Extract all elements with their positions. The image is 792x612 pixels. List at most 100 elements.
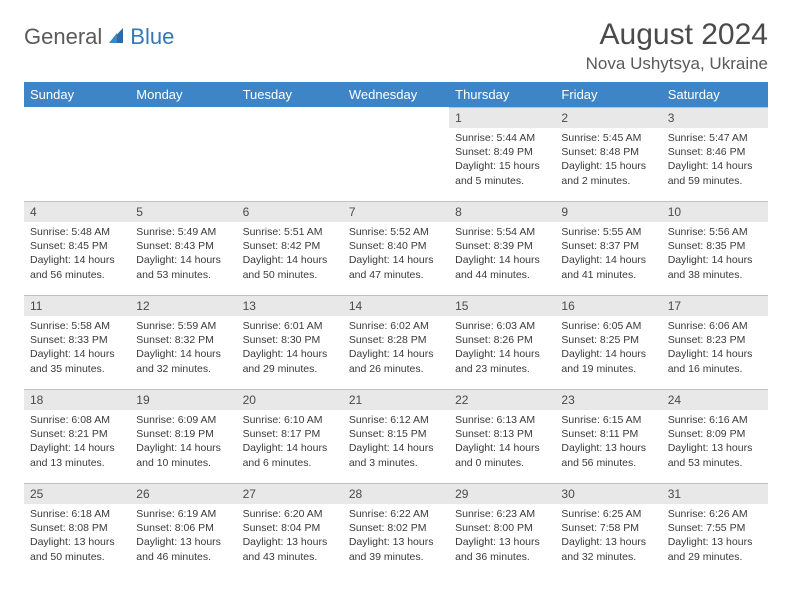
- sunset-line: Sunset: 8:06 PM: [136, 521, 230, 535]
- sunset-line: Sunset: 8:30 PM: [243, 333, 337, 347]
- sunrise-line: Sunrise: 5:47 AM: [668, 131, 762, 145]
- sunrise-line: Sunrise: 6:05 AM: [561, 319, 655, 333]
- day-number: 10: [662, 201, 768, 222]
- weekday-header: Sunday: [24, 82, 130, 107]
- daylight-line: Daylight: 15 hours and 5 minutes.: [455, 159, 549, 187]
- daylight-line: Daylight: 14 hours and 35 minutes.: [30, 347, 124, 375]
- day-details: Sunrise: 6:19 AMSunset: 8:06 PMDaylight:…: [130, 504, 236, 568]
- calendar-head: SundayMondayTuesdayWednesdayThursdayFrid…: [24, 82, 768, 107]
- daylight-line: Daylight: 14 hours and 41 minutes.: [561, 253, 655, 281]
- day-details: Sunrise: 6:23 AMSunset: 8:00 PMDaylight:…: [449, 504, 555, 568]
- sunrise-line: Sunrise: 6:06 AM: [668, 319, 762, 333]
- day-number: 22: [449, 389, 555, 410]
- day-details: Sunrise: 6:01 AMSunset: 8:30 PMDaylight:…: [237, 316, 343, 380]
- day-number: 15: [449, 295, 555, 316]
- logo-sail-icon: [106, 25, 128, 50]
- calendar-cell: 31Sunrise: 6:26 AMSunset: 7:55 PMDayligh…: [662, 483, 768, 577]
- sunset-line: Sunset: 7:58 PM: [561, 521, 655, 535]
- sunrise-line: Sunrise: 6:19 AM: [136, 507, 230, 521]
- calendar-cell: [24, 107, 130, 201]
- sunrise-line: Sunrise: 5:48 AM: [30, 225, 124, 239]
- daylight-line: Daylight: 14 hours and 10 minutes.: [136, 441, 230, 469]
- month-title: August 2024: [586, 18, 768, 52]
- weekday-header: Friday: [555, 82, 661, 107]
- daylight-line: Daylight: 13 hours and 56 minutes.: [561, 441, 655, 469]
- calendar-cell: 16Sunrise: 6:05 AMSunset: 8:25 PMDayligh…: [555, 295, 661, 389]
- calendar-cell: 22Sunrise: 6:13 AMSunset: 8:13 PMDayligh…: [449, 389, 555, 483]
- sunset-line: Sunset: 8:40 PM: [349, 239, 443, 253]
- day-details: Sunrise: 5:49 AMSunset: 8:43 PMDaylight:…: [130, 222, 236, 286]
- sunrise-line: Sunrise: 5:54 AM: [455, 225, 549, 239]
- daylight-line: Daylight: 14 hours and 13 minutes.: [30, 441, 124, 469]
- sunset-line: Sunset: 8:45 PM: [30, 239, 124, 253]
- calendar-cell: 9 Sunrise: 5:55 AMSunset: 8:37 PMDaylight…: [555, 201, 661, 295]
- sunrise-line: Sunrise: 5:55 AM: [561, 225, 655, 239]
- daylight-line: Daylight: 13 hours and 46 minutes.: [136, 535, 230, 563]
- sunset-line: Sunset: 8:37 PM: [561, 239, 655, 253]
- sunrise-line: Sunrise: 6:25 AM: [561, 507, 655, 521]
- day-number: 5: [130, 201, 236, 222]
- daylight-line: Daylight: 13 hours and 53 minutes.: [668, 441, 762, 469]
- daylight-line: Daylight: 14 hours and 6 minutes.: [243, 441, 337, 469]
- header: General Blue August 2024 Nova Ushytsya, …: [24, 18, 768, 74]
- day-details: Sunrise: 5:51 AMSunset: 8:42 PMDaylight:…: [237, 222, 343, 286]
- daylight-line: Daylight: 14 hours and 19 minutes.: [561, 347, 655, 375]
- calendar-cell: [130, 107, 236, 201]
- day-number: 29: [449, 483, 555, 504]
- daylight-line: Daylight: 14 hours and 56 minutes.: [30, 253, 124, 281]
- day-details: Sunrise: 6:03 AMSunset: 8:26 PMDaylight:…: [449, 316, 555, 380]
- day-number: 6: [237, 201, 343, 222]
- calendar-week: 4Sunrise: 5:48 AMSunset: 8:45 PMDaylight…: [24, 201, 768, 295]
- calendar-cell: [237, 107, 343, 201]
- calendar-cell: 24Sunrise: 6:16 AMSunset: 8:09 PMDayligh…: [662, 389, 768, 483]
- day-details: Sunrise: 5:47 AMSunset: 8:46 PMDaylight:…: [662, 128, 768, 192]
- daylight-line: Daylight: 14 hours and 50 minutes.: [243, 253, 337, 281]
- calendar-cell: 11Sunrise: 5:58 AMSunset: 8:33 PMDayligh…: [24, 295, 130, 389]
- calendar-cell: [343, 107, 449, 201]
- calendar-cell: 12Sunrise: 5:59 AMSunset: 8:32 PMDayligh…: [130, 295, 236, 389]
- calendar-cell: 7Sunrise: 5:52 AMSunset: 8:40 PMDaylight…: [343, 201, 449, 295]
- day-details: Sunrise: 6:16 AMSunset: 8:09 PMDaylight:…: [662, 410, 768, 474]
- day-number: 9: [555, 201, 661, 222]
- day-number: 27: [237, 483, 343, 504]
- weekday-header: Saturday: [662, 82, 768, 107]
- sunset-line: Sunset: 8:11 PM: [561, 427, 655, 441]
- weekday-header: Thursday: [449, 82, 555, 107]
- sunrise-line: Sunrise: 6:13 AM: [455, 413, 549, 427]
- calendar-cell: 14Sunrise: 6:02 AMSunset: 8:28 PMDayligh…: [343, 295, 449, 389]
- sunrise-line: Sunrise: 6:20 AM: [243, 507, 337, 521]
- day-number: 21: [343, 389, 449, 410]
- calendar-cell: 19Sunrise: 6:09 AMSunset: 8:19 PMDayligh…: [130, 389, 236, 483]
- calendar-cell: 29Sunrise: 6:23 AMSunset: 8:00 PMDayligh…: [449, 483, 555, 577]
- sunset-line: Sunset: 8:48 PM: [561, 145, 655, 159]
- daylight-line: Daylight: 13 hours and 43 minutes.: [243, 535, 337, 563]
- calendar-cell: 4Sunrise: 5:48 AMSunset: 8:45 PMDaylight…: [24, 201, 130, 295]
- day-number: 8: [449, 201, 555, 222]
- sunrise-line: Sunrise: 5:52 AM: [349, 225, 443, 239]
- day-number: 12: [130, 295, 236, 316]
- daylight-line: Daylight: 14 hours and 53 minutes.: [136, 253, 230, 281]
- calendar-cell: 26Sunrise: 6:19 AMSunset: 8:06 PMDayligh…: [130, 483, 236, 577]
- day-details: Sunrise: 5:56 AMSunset: 8:35 PMDaylight:…: [662, 222, 768, 286]
- sunset-line: Sunset: 8:43 PM: [136, 239, 230, 253]
- calendar-week: 1Sunrise: 5:44 AMSunset: 8:49 PMDaylight…: [24, 107, 768, 201]
- day-details: Sunrise: 5:58 AMSunset: 8:33 PMDaylight:…: [24, 316, 130, 380]
- daylight-line: Daylight: 14 hours and 29 minutes.: [243, 347, 337, 375]
- sunrise-line: Sunrise: 6:01 AM: [243, 319, 337, 333]
- sunrise-line: Sunrise: 6:26 AM: [668, 507, 762, 521]
- calendar-cell: 13Sunrise: 6:01 AMSunset: 8:30 PMDayligh…: [237, 295, 343, 389]
- sunset-line: Sunset: 8:09 PM: [668, 427, 762, 441]
- calendar-week: 11Sunrise: 5:58 AMSunset: 8:33 PMDayligh…: [24, 295, 768, 389]
- sunset-line: Sunset: 8:46 PM: [668, 145, 762, 159]
- calendar-body: 1Sunrise: 5:44 AMSunset: 8:49 PMDaylight…: [24, 107, 768, 577]
- sunrise-line: Sunrise: 6:02 AM: [349, 319, 443, 333]
- daylight-line: Daylight: 15 hours and 2 minutes.: [561, 159, 655, 187]
- sunrise-line: Sunrise: 5:49 AM: [136, 225, 230, 239]
- weekday-header: Tuesday: [237, 82, 343, 107]
- day-details: Sunrise: 6:02 AMSunset: 8:28 PMDaylight:…: [343, 316, 449, 380]
- daylight-line: Daylight: 13 hours and 39 minutes.: [349, 535, 443, 563]
- sunset-line: Sunset: 8:32 PM: [136, 333, 230, 347]
- calendar-cell: 1Sunrise: 5:44 AMSunset: 8:49 PMDaylight…: [449, 107, 555, 201]
- day-details: Sunrise: 6:05 AMSunset: 8:25 PMDaylight:…: [555, 316, 661, 380]
- sunset-line: Sunset: 8:49 PM: [455, 145, 549, 159]
